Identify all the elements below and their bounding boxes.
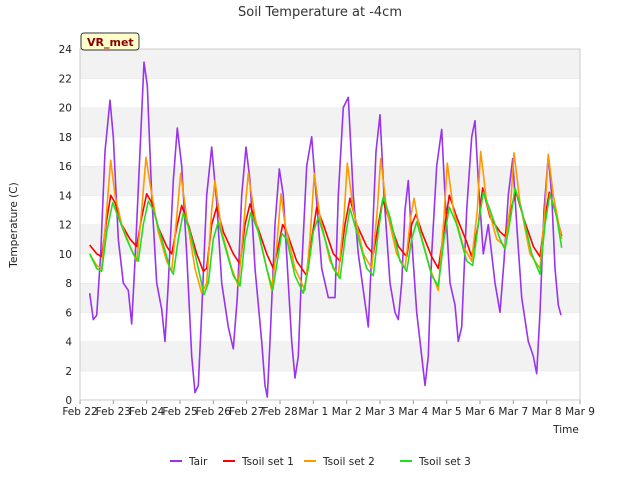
y-tick-label: 2 [65,366,72,378]
grid-band [80,107,580,137]
grid-band [80,166,580,196]
y-tick-label: 20 [59,103,72,115]
y-tick-label: 12 [59,220,72,232]
y-tick-label: 4 [65,337,72,349]
x-tick-label: Feb 26 [196,406,232,418]
grid-bands [80,48,580,400]
x-tick-label: Feb 25 [162,406,197,418]
site-badge-label: VR_met [87,36,134,49]
grid-band [80,49,580,79]
grid-band [80,370,580,400]
plot-series [88,61,563,398]
series-line-4 [88,187,563,296]
y-axis-label: Temperature (C) [8,182,20,268]
x-tick-label: Feb 28 [262,406,297,418]
grid-band [80,78,580,108]
series-line-3 [89,150,563,294]
x-tick-label: Mar 9 [565,406,595,418]
grid-band [80,312,580,342]
chart-title: Soil Temperature at -4cm [238,5,402,20]
y-tick-label: 24 [59,44,73,56]
legend: Tair Tsoil set 1 Tsoil set 2 Tsoil set 3 [170,456,471,468]
legend-label: Tsoil set 3 [418,456,471,468]
site-badge-box [80,32,140,51]
y-tick-label: 10 [59,249,72,261]
grid-band [80,136,580,166]
x-tick-label: Feb 24 [129,406,165,418]
y-tick-label: 22 [59,73,72,85]
x-tick-label: Mar 7 [498,406,528,418]
x-tick-label: Mar 1 [298,406,328,418]
x-tick-label: Mar 2 [332,406,362,418]
y-tick-label: 18 [59,132,72,144]
x-tick-label: Mar 3 [365,406,395,418]
x-tick-label: Mar 8 [532,406,562,418]
x-tick-label: Feb 23 [96,406,131,418]
y-tick-label: 0 [65,395,72,407]
legend-label: Tair [188,456,208,468]
x-tick-label: Feb 27 [229,406,264,418]
legend-label: Tsoil set 1 [241,456,294,468]
series-line-1 [88,61,562,398]
y-tick-label: 14 [59,190,73,202]
plot-frame [79,48,581,401]
legend-label: Tsoil set 2 [322,456,375,468]
y-tick-label: 16 [59,161,73,173]
x-tick-label: Mar 5 [432,406,462,418]
x-tick-label: Mar 4 [398,406,428,418]
grid-band [80,341,580,371]
grid-band [80,195,580,225]
x-axis-label: Time [552,424,579,436]
y-tick-label: 6 [65,307,72,319]
series-line-2 [89,187,563,277]
site-badge: VR_met [80,32,140,51]
x-tick-label: Mar 6 [465,406,495,418]
x-tick-label: Feb 22 [62,406,97,418]
y-tick-label: 8 [65,278,72,290]
